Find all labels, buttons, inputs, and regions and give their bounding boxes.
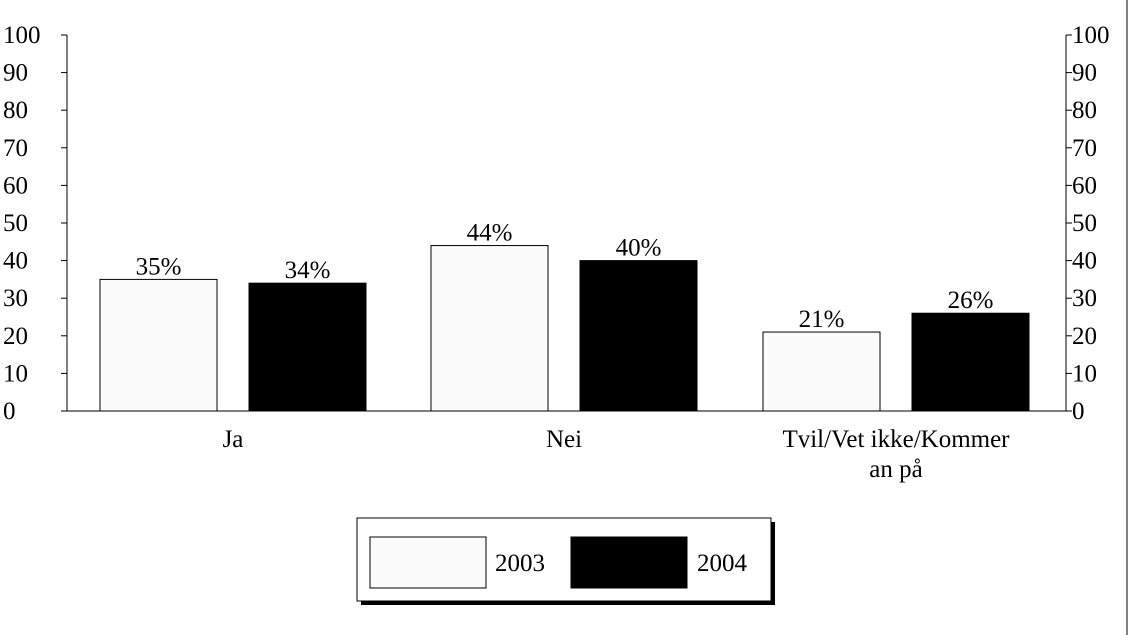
y-tick-label-left: 60 — [3, 172, 28, 199]
y-tick-label-left: 90 — [3, 60, 28, 87]
bar-2004-2 — [911, 312, 1030, 412]
bar-2003-0 — [99, 278, 218, 412]
y-tick-label-left: 80 — [3, 97, 28, 124]
y-tick-label-left: 40 — [3, 248, 28, 275]
category-label: Ja — [223, 426, 244, 453]
y-tick-label-left: 100 — [3, 22, 41, 49]
y-tick-label-right: 30 — [1072, 285, 1097, 312]
y-tick-label-right: 50 — [1072, 210, 1097, 237]
bar-2003-2 — [762, 331, 881, 412]
y-tick-label-left: 30 — [3, 285, 28, 312]
category-label-line: Ja — [223, 426, 244, 453]
y-tick-label-right: 80 — [1072, 97, 1097, 124]
category-label-line: Tvil/Vet ikke/Kommer — [782, 426, 1010, 453]
data-label-2004-1: 40% — [616, 235, 662, 262]
legend-swatch-2003 — [369, 536, 487, 589]
bar-2003-1 — [430, 245, 549, 412]
bar-2004-0 — [248, 282, 367, 412]
category-label-line: an på — [869, 456, 922, 483]
y-tick-label-left: 10 — [3, 360, 28, 387]
labels-layer: 35% 34% 44% 40% 21% 26% Ja Nei Tvil/Vet ikke/Kom… — [136, 220, 1011, 483]
legend-label-2004: 2004 — [697, 550, 748, 577]
legend-swatch-2004 — [570, 536, 688, 589]
data-label-2003-2: 21% — [799, 306, 845, 333]
y-tick-label-left: 50 — [3, 210, 28, 237]
data-label-2003-0: 35% — [136, 253, 182, 280]
y-tick-label-left: 70 — [3, 135, 28, 162]
category-label-line: Nei — [546, 426, 582, 453]
y-tick-label-left: 20 — [3, 323, 28, 350]
axes-layer: 0 0 10 10 20 20 30 30 40 40 50 50 60 60 70 70 80 80 90 90 10… — [3, 0, 1128, 635]
y-tick-label-right: 10 — [1072, 360, 1097, 387]
category-label: Tvil/Vet ikke/Kommer an på — [782, 426, 1010, 483]
data-label-2004-2: 26% — [948, 287, 994, 314]
bar-2004-1 — [579, 260, 698, 412]
legend-label-2003: 2003 — [495, 550, 545, 577]
y-tick-label-right: 60 — [1072, 172, 1097, 199]
data-label-2003-1: 44% — [467, 220, 513, 247]
bars-layer — [99, 245, 1030, 412]
y-tick-label-right: 0 — [1072, 398, 1085, 425]
y-tick-label-right: 40 — [1072, 248, 1097, 275]
y-tick-label-right: 70 — [1072, 135, 1097, 162]
y-tick-label-right: 20 — [1072, 323, 1097, 350]
data-label-2004-0: 34% — [285, 257, 331, 284]
legend: 2003 2004 — [356, 517, 775, 605]
category-label: Nei — [546, 426, 582, 453]
y-tick-label-right: 90 — [1072, 60, 1097, 87]
y-tick-label-right: 100 — [1072, 22, 1110, 49]
y-tick-label-left: 0 — [3, 398, 16, 425]
